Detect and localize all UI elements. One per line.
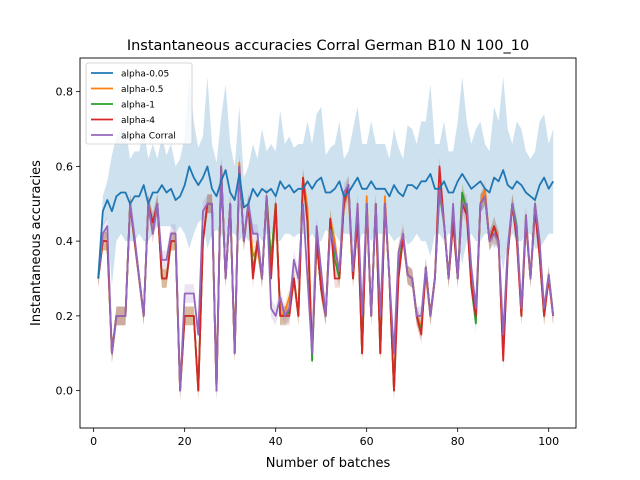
legend-label: alpha-0.05	[121, 70, 169, 80]
series-alpha-0.05	[97, 165, 554, 279]
series-line	[97, 165, 555, 392]
x-tick-label: 40	[269, 435, 283, 448]
legend-entry: alpha-1	[91, 101, 155, 111]
y-tick-label: 0.2	[56, 310, 74, 323]
legend-label: alpha-4	[121, 116, 155, 126]
series-alpha-corral	[97, 165, 555, 392]
y-tick-label: 0.8	[56, 86, 74, 99]
legend-entry: alpha-4	[91, 116, 155, 126]
legend-label: alpha-0.5	[121, 85, 164, 95]
x-tick-label: 80	[451, 435, 465, 448]
chart-title: Instantaneous accuracies Corral German B…	[127, 38, 529, 54]
y-tick-label: 0.4	[56, 235, 74, 248]
series-layer	[97, 161, 555, 392]
legend-entry: alpha-0.5	[91, 85, 164, 95]
x-tick-label: 60	[360, 435, 374, 448]
legend-label: alpha-1	[121, 101, 155, 111]
x-tick-label: 20	[178, 435, 192, 448]
y-axis-label: Instantaneous accuracies	[29, 160, 44, 326]
legend: alpha-0.05 alpha-0.5 alpha-1 alpha-4 alpha C…	[85, 62, 193, 145]
legend-box	[85, 62, 193, 145]
series-line	[97, 165, 554, 279]
y-tick-label: 0.0	[56, 385, 74, 398]
x-tick-label: 100	[538, 435, 559, 448]
y-axis-ticks: 0.0 0.2 0.4 0.6 0.8	[56, 86, 80, 398]
legend-label: alpha Corral	[121, 132, 176, 142]
legend-entry: alpha-0.05	[91, 70, 169, 80]
x-axis-label: Number of batches	[266, 456, 391, 471]
x-tick-label: 0	[90, 435, 97, 448]
plot-area-frame	[79, 57, 577, 429]
x-axis-ticks: 0 20 40 60 80 100	[90, 428, 559, 448]
y-tick-label: 0.6	[56, 160, 74, 173]
legend-entry: alpha Corral	[91, 132, 176, 142]
